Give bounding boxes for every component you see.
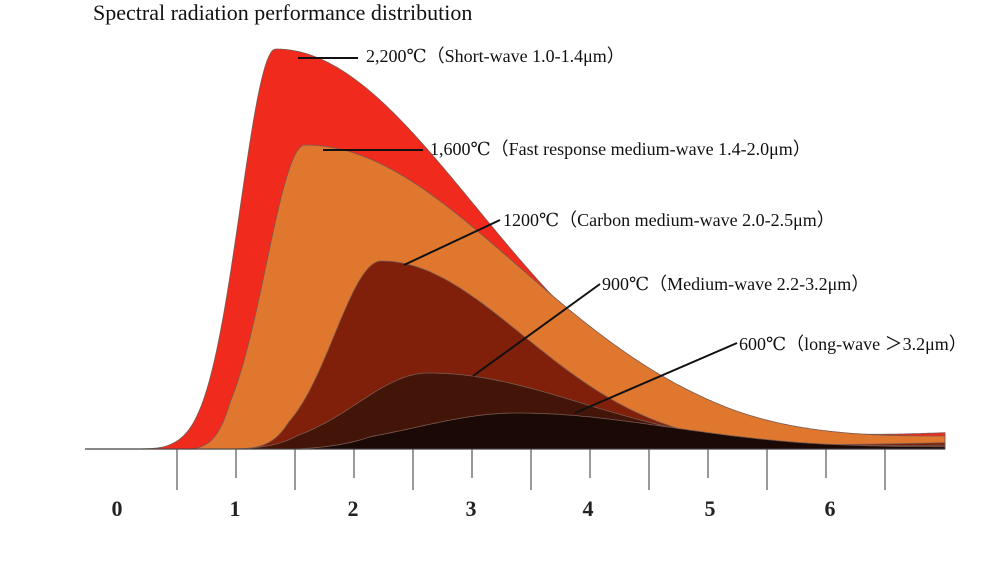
annotation-label-5: 600℃（long-wave ＞3.2μm）	[739, 334, 967, 354]
chart-title: Spectral radiation performance distribut…	[93, 0, 473, 25]
annotation-leader-4	[472, 283, 601, 377]
annotation-label-1: 2,200℃（Short-wave 1.0-1.4μm）	[366, 46, 625, 66]
x-tick-label: 5	[705, 496, 716, 521]
x-tick-label: 4	[583, 496, 594, 521]
x-tick-label: 6	[825, 496, 836, 521]
x-tick-label: 3	[466, 496, 477, 521]
annotation-leader-3	[403, 219, 501, 266]
annotation-leader-5	[574, 342, 738, 414]
annotation-label-2: 1,600℃（Fast response medium-wave 1.4-2.0…	[430, 139, 811, 159]
x-tick-label: 1	[230, 496, 241, 521]
annotation-label-4: 900℃（Medium-wave 2.2-3.2μm）	[602, 274, 869, 294]
x-tick-label: 2	[348, 496, 359, 521]
annotation-label-3: 1200℃（Carbon medium-wave 2.0-2.5μm）	[503, 210, 835, 230]
series-area-2	[85, 144, 946, 450]
x-tick-label: 0	[112, 496, 123, 521]
